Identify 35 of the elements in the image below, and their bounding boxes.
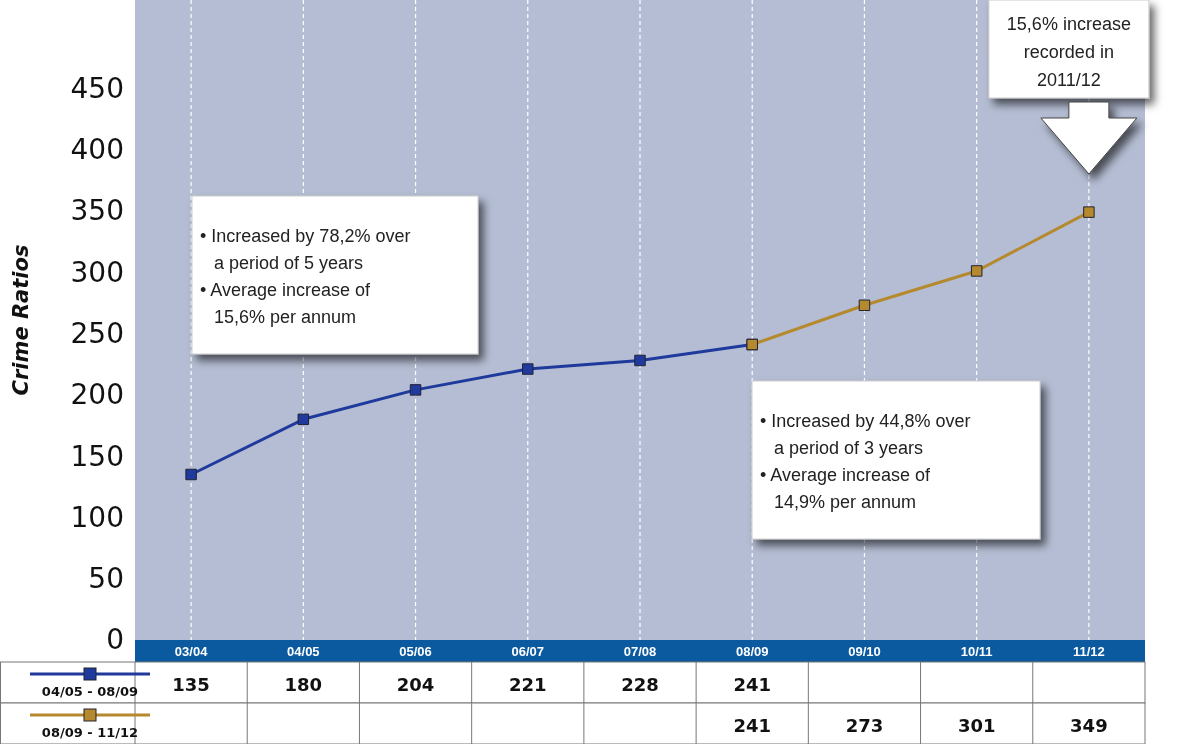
x-tick-label: 03/04 — [174, 643, 209, 659]
y-tick-label: 450 — [70, 71, 124, 105]
data-label: 180 — [284, 674, 323, 695]
data-label: 221 — [508, 674, 547, 695]
data-label: 135 — [172, 674, 210, 695]
data-label: 228 — [621, 674, 659, 695]
x-tick-label: 04/05 — [287, 643, 320, 659]
y-tick-label: 400 — [70, 133, 124, 167]
x-tick-label: 11/12 — [1072, 643, 1105, 659]
x-tick-label: 06/07 — [511, 643, 545, 659]
x-tick-label: 08/09 — [735, 643, 769, 659]
x-tick-label: 07/08 — [623, 643, 657, 659]
y-axis-title: Crime Ratios — [9, 244, 33, 396]
data-label: 204 — [396, 674, 435, 695]
y-tick-label: 250 — [70, 316, 124, 350]
x-tick-label: 05/06 — [399, 643, 432, 659]
data-label: 349 — [1070, 715, 1108, 736]
legend-label: 04/05 - 08/09 — [41, 684, 139, 699]
y-tick-label: 50 — [88, 562, 124, 596]
data-label: 241 — [733, 674, 772, 695]
data-label: 241 — [733, 715, 772, 736]
y-tick-label: 100 — [70, 500, 124, 534]
x-tick-label: 09/10 — [848, 643, 881, 659]
data-label: 273 — [845, 715, 884, 736]
y-tick-label: 350 — [70, 194, 124, 228]
y-tick-label: 0 — [106, 623, 124, 657]
legend-label: 08/09 - 11/12 — [41, 725, 139, 740]
annotation: 15,6% increase recorded in 2011/12 — [1006, 14, 1131, 90]
annotation: • Increased by 44,8% over a period of 3 years • Average increase of 14,9% per annum — [760, 411, 971, 512]
y-tick-label: 150 — [70, 439, 124, 473]
data-label: 301 — [957, 715, 996, 736]
y-tick-label: 300 — [70, 255, 124, 289]
x-tick-label: 10/11 — [960, 643, 993, 659]
annotation: • Increased by 78,2% over a period of 5 years • Average increase of 15,6% per annum — [200, 226, 411, 327]
y-tick-label: 200 — [70, 378, 124, 412]
